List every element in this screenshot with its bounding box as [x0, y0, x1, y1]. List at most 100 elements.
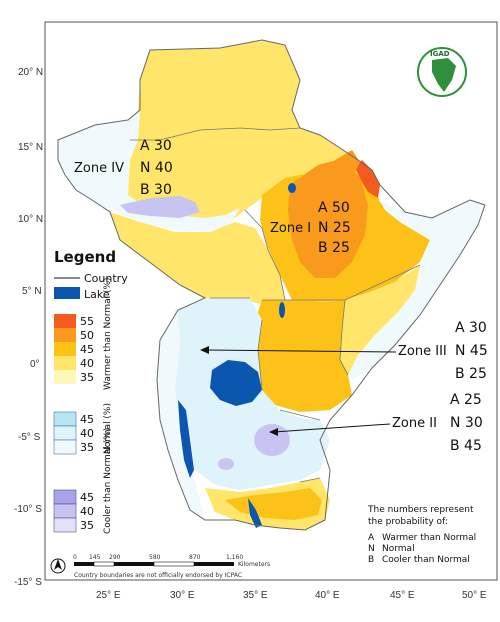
lat-label: -10° S: [14, 504, 42, 515]
legend-warmer: 55 50 45 40 35 Warmer than Normal (%): [54, 277, 113, 390]
lon-labels: 25° E 30° E 35° E 40° E 45° E 50° E: [96, 590, 487, 601]
legend-value: 45: [80, 413, 94, 426]
scale-tick: 145: [89, 554, 101, 561]
zone-name: Zone III: [398, 344, 447, 359]
zone-i-label: A 50 Zone I N 25 B 25: [270, 200, 351, 256]
legend-value: 40: [80, 427, 94, 440]
scale-unit: Kilometers: [238, 561, 270, 568]
legend-swatch: [53, 439, 77, 455]
lake-tanganyika: [178, 400, 194, 478]
region-west-strip: [157, 310, 205, 520]
disclaimer: Country boundaries are not officially en…: [74, 572, 242, 579]
scale-bar-segment: [93, 561, 115, 567]
region-outline: [57, 39, 486, 531]
scale-tick: 290: [109, 554, 121, 561]
legend-swatch: [54, 356, 76, 370]
legend-swatch: [54, 342, 76, 356]
lat-label: 0°: [30, 359, 40, 370]
lake-turkana: [279, 302, 285, 318]
legend-lake-swatch: [54, 287, 80, 299]
zone-ii-arrow: [273, 423, 391, 433]
lake-tana: [288, 183, 296, 193]
map-frame: [44, 21, 498, 581]
legend-value: 35: [80, 519, 94, 532]
zone-n: N 25: [318, 220, 351, 236]
legend-swatch: [53, 517, 77, 533]
zone-n: N 45: [455, 343, 488, 359]
lon-label: 50° E: [462, 590, 487, 601]
legend: Legend Country Lake 55 50 45 40 35 Warme…: [53, 248, 128, 534]
igad-logo: IGAD: [417, 47, 467, 97]
north-arrow: [50, 558, 66, 574]
lat-label: 5° N: [22, 286, 42, 297]
legend-lake-label: Lake: [84, 288, 110, 301]
legend-value: 55: [80, 315, 94, 328]
scale-tick: 870: [189, 554, 201, 561]
scale-bar-segment: [194, 562, 234, 566]
scale-bar-segment: [114, 562, 154, 566]
note-text: Warmer than Normal: [382, 533, 476, 543]
legend-title: Legend: [54, 248, 116, 266]
note-line: The numbers represent: [367, 505, 474, 515]
legend-swatch: [53, 411, 77, 427]
note-key: N: [368, 544, 375, 554]
zone-a: A 50: [318, 200, 350, 216]
zone-n: N 30: [450, 415, 483, 431]
legend-swatch: [53, 425, 77, 441]
probability-note: The numbers represent the probability of…: [367, 505, 476, 565]
scale-tick: 0: [73, 554, 77, 561]
lon-label: 45° E: [390, 590, 415, 601]
lake-victoria: [210, 360, 262, 406]
scale-tick: 580: [149, 554, 161, 561]
lat-label: 15° N: [18, 142, 43, 153]
zone-a: A 30: [455, 320, 487, 336]
region-somalia-yellow: [340, 265, 420, 375]
note-text: Cooler than Normal: [382, 555, 470, 565]
region-zone4-west: [58, 110, 240, 232]
legend-swatch: [53, 503, 77, 519]
region-ethiopia-core: [288, 158, 368, 278]
lat-labels: 20° N 15° N 10° N 5° N 0° -5° S -10° S -…: [14, 67, 43, 588]
north-arrow-needle: [54, 559, 62, 570]
legend-normal-label: Normal (%): [103, 403, 113, 454]
internal-borders: [130, 127, 421, 483]
scale-tick: 1,160: [226, 554, 243, 561]
note-text: Normal: [382, 544, 415, 554]
zone-iii-arrow: [204, 349, 397, 353]
logo-text: IGAD: [430, 50, 450, 58]
zone-n: N 40: [140, 160, 173, 176]
region-kenya: [250, 300, 352, 412]
region-zone4-cooler: [120, 196, 200, 218]
region-south-orange: [225, 488, 322, 520]
legend-value: 35: [80, 441, 94, 454]
lat-label: 20° N: [18, 67, 43, 78]
legend-value: 40: [80, 505, 94, 518]
zone-b: B 25: [455, 366, 487, 382]
zone-ii-arrowhead: [269, 428, 278, 436]
lat-label: -15° S: [14, 577, 42, 588]
legend-value: 45: [80, 343, 94, 356]
zone-b: B 45: [450, 438, 482, 454]
legend-cooler: 45 40 35 Cooler than Normal (%): [53, 428, 113, 534]
legend-value: 45: [80, 491, 94, 504]
lon-label: 30° E: [170, 590, 195, 601]
legend-value: 35: [80, 371, 94, 384]
legend-normal: 45 40 35 Normal (%): [53, 403, 113, 455]
zone-ii-label: A 25 Zone II N 30 B 45: [269, 392, 483, 454]
legend-swatch: [54, 314, 76, 328]
zone-b: B 25: [318, 240, 350, 256]
zone-name: Zone I: [270, 221, 311, 236]
zone-name: Zone IV: [74, 161, 124, 176]
note-key: B: [368, 555, 374, 565]
logo-africa-icon: [432, 58, 456, 92]
region-cooler-blob: [254, 424, 290, 456]
legend-value: 40: [80, 357, 94, 370]
zone-iii-label: A 30 Zone III N 45 B 25: [200, 320, 488, 382]
zone-name: Zone II: [392, 416, 437, 431]
region-north: [115, 40, 365, 230]
zone-a: A 25: [450, 392, 482, 408]
lon-label: 25° E: [96, 590, 121, 601]
scale-bar-segment: [153, 561, 195, 567]
legend-warmer-label: Warmer than Normal (%): [103, 277, 113, 390]
